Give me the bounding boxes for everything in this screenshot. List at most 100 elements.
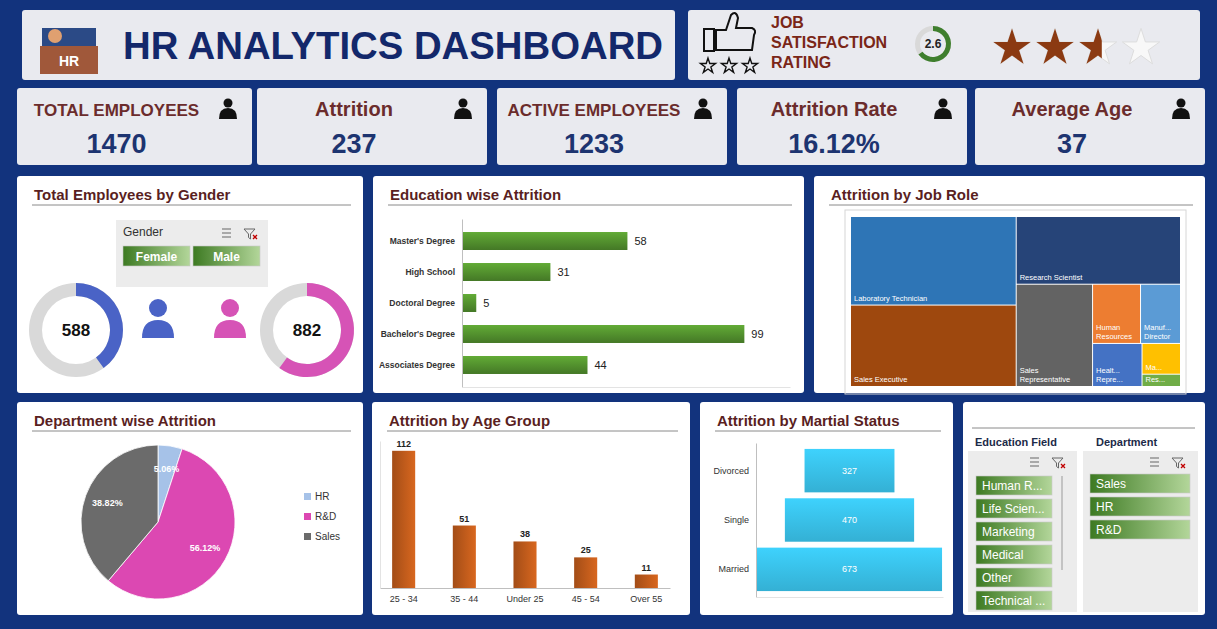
data-label: 38 [520, 529, 530, 539]
bar [453, 526, 476, 588]
data-label: 56.12% [190, 543, 221, 553]
treemap-label: Manuf...Director [1144, 323, 1171, 341]
data-label: 51 [459, 514, 469, 524]
funnel-bar [757, 548, 942, 591]
donut-track [260, 283, 354, 377]
icon-multiselect [222, 229, 231, 237]
dashboard: HR HR ANALYTICS DASHBOARD JOBSATISFACTIONR… [0, 0, 1217, 629]
slicer-button[interactable] [976, 522, 1052, 541]
treemap-cell [1143, 344, 1180, 374]
pie-slice [81, 445, 158, 581]
slicer-button[interactable] [123, 246, 190, 266]
slicer-button[interactable] [976, 545, 1052, 564]
tick-label: 45 - 54 [572, 594, 600, 604]
treemap-label: Healt...Repre... [1096, 366, 1123, 384]
tick-label: Married [718, 564, 749, 574]
data-label: 25 [581, 545, 591, 555]
kpi-card: Attrition237 [257, 88, 487, 165]
slicer-item[interactable]: Human R... [982, 479, 1043, 493]
header-panel [22, 10, 675, 80]
slicer-item[interactable]: Sales [1096, 477, 1126, 491]
treemap-label-line: Healt... [1096, 366, 1120, 375]
slicer-item[interactable]: Female [136, 250, 178, 264]
slicer-button[interactable] [976, 476, 1052, 495]
kpi-panel [975, 88, 1205, 165]
bar [392, 451, 415, 588]
icon-screen [42, 28, 96, 46]
person-icon-head [221, 299, 239, 317]
kpi-panel [17, 88, 252, 165]
tick-label: Doctoral Degree [389, 298, 455, 308]
treemap-label-line: Res... [1146, 375, 1166, 384]
slicer-title: Education Field [975, 436, 1057, 448]
slicer-button[interactable] [1090, 520, 1190, 539]
kpi-value: 237 [331, 129, 376, 159]
legend-swatch [304, 513, 311, 520]
icon-clear-filter [1052, 458, 1063, 468]
kpi-value: 1470 [86, 129, 146, 159]
treemap-label-line: Repre... [1096, 375, 1123, 384]
bar [462, 356, 587, 374]
bar [462, 232, 627, 250]
y-axis: DivorcedSingleMarried [713, 444, 756, 598]
star-clip [1036, 28, 1073, 63]
slicer-button[interactable] [976, 568, 1052, 587]
slicer-button[interactable] [976, 591, 1052, 610]
chart-panel: Education wise AttritionMaster's DegreeH… [373, 176, 804, 393]
data-label: 112 [396, 439, 411, 449]
slicer-button[interactable] [193, 246, 260, 266]
kpi-label: TOTAL EMPLOYEES [34, 101, 199, 120]
slicer-box [116, 220, 268, 287]
legend-swatch [304, 533, 311, 540]
icon-head [48, 29, 62, 43]
slicer-button[interactable] [1090, 474, 1190, 493]
icon-clear-x [1061, 464, 1065, 468]
dashboard-title: HR ANALYTICS DASHBOARD [123, 25, 663, 67]
axis-line [462, 220, 463, 388]
treemap-label-line: Manuf... [1144, 323, 1171, 332]
gauge-track [915, 26, 951, 62]
slicer-button[interactable] [1090, 497, 1190, 516]
legend-swatch [304, 493, 311, 500]
slicer-item[interactable]: Technical ... [982, 594, 1045, 608]
slicer-button[interactable] [976, 499, 1052, 518]
slicer-item[interactable]: HR [1096, 500, 1114, 514]
kpi-icon-head [699, 99, 708, 108]
legend-label: R&D [315, 511, 336, 522]
panel-background [700, 402, 953, 615]
icon-star [700, 58, 715, 72]
slicer-item[interactable]: Other [982, 571, 1012, 585]
tick-label: Bachelor's Degree [381, 329, 456, 339]
treemap-cell [1017, 285, 1092, 386]
slicer-item[interactable]: Life Scien... [982, 502, 1045, 516]
star-filled [1036, 28, 1073, 63]
rating: JOBSATISFACTIONRATING2.6 [688, 10, 1200, 80]
chart-title: Education wise Attrition [390, 186, 561, 203]
kpi-icon-body [454, 108, 472, 119]
dashboard-canvas: HR HR ANALYTICS DASHBOARD JOBSATISFACTIONR… [0, 0, 1217, 629]
page-background [0, 0, 1217, 629]
tick: High School [405, 267, 462, 277]
slicer: DepartmentSalesHRR&D [1083, 436, 1198, 612]
icon-clear-x [253, 235, 257, 239]
title-underline [32, 205, 351, 206]
treemap-label-line: Resources [1096, 332, 1132, 341]
panel-background [17, 176, 363, 393]
panel-background [963, 402, 1205, 615]
slicer-item[interactable]: Male [213, 250, 240, 264]
data-label: 5.06% [154, 464, 180, 474]
kpi-icon-head [939, 99, 948, 108]
chart-panel: Attrition by Job RoleLaboratory Technici… [814, 176, 1205, 394]
data-label: 673 [842, 564, 857, 574]
donut-track [29, 283, 123, 377]
slicer-item[interactable]: Medical [982, 548, 1023, 562]
kpi-panel [257, 88, 487, 165]
chart-panel: Attrition by Age Group25 - 3435 - 44Unde… [372, 402, 690, 615]
slicer-item[interactable]: R&D [1096, 523, 1122, 537]
star-empty [1036, 28, 1073, 63]
donut-value: 882 [293, 321, 321, 340]
treemap-cell [1017, 217, 1180, 284]
slicer-item[interactable]: Marketing [982, 525, 1035, 539]
treemap-label-line: Laboratory Technician [854, 294, 927, 303]
slicer: GenderFemaleMale [116, 220, 268, 287]
